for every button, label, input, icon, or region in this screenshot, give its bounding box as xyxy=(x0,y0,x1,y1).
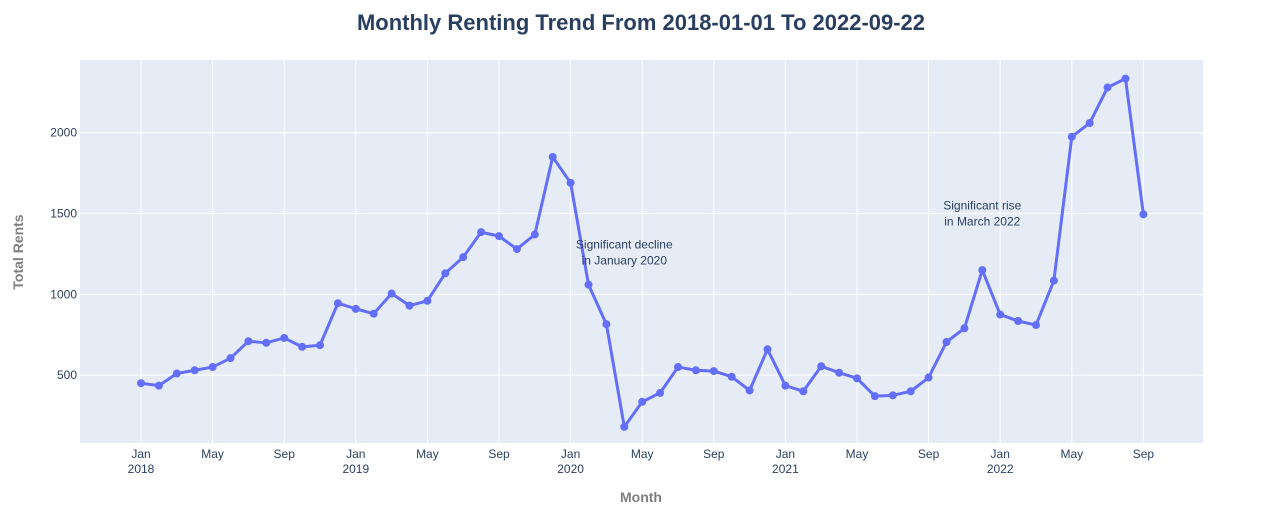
x-tick-year: 2022 xyxy=(987,462,1014,476)
data-point xyxy=(530,230,539,239)
x-tick-label: Jan xyxy=(561,447,580,461)
data-point xyxy=(1103,83,1112,92)
data-point xyxy=(208,363,217,372)
y-axis-title: Total Rents xyxy=(10,214,26,289)
annotation: Significant rise in March 2022 xyxy=(943,199,1021,229)
data-point xyxy=(888,391,897,400)
data-point xyxy=(1032,321,1040,330)
y-tick-labels: 500 1000 1500 2000 xyxy=(50,126,77,382)
data-point xyxy=(154,381,163,390)
data-point xyxy=(298,342,307,351)
data-point xyxy=(566,178,575,187)
data-point xyxy=(924,373,933,382)
series-layer xyxy=(137,74,1148,431)
data-point xyxy=(584,280,593,289)
plot-area xyxy=(80,60,1203,443)
x-tick-label: Sep xyxy=(918,447,940,461)
data-point xyxy=(727,372,736,381)
chart-title: Monthly Renting Trend From 2018-01-01 To… xyxy=(357,10,925,35)
data-point xyxy=(691,366,700,375)
x-tick-label: May xyxy=(201,447,224,461)
x-tick-label: May xyxy=(631,447,654,461)
data-point xyxy=(906,387,915,396)
data-point xyxy=(226,354,235,363)
annotation-line: in January 2020 xyxy=(582,253,668,267)
data-point xyxy=(280,333,289,342)
y-gridlines xyxy=(80,132,1203,376)
data-point xyxy=(405,301,414,310)
data-point xyxy=(512,245,521,254)
data-point xyxy=(1121,74,1130,83)
data-point xyxy=(853,374,861,383)
x-tick-year: 2020 xyxy=(557,462,584,476)
x-tick-year: 2018 xyxy=(128,462,155,476)
y-tick-label: 2000 xyxy=(50,126,77,140)
data-point xyxy=(781,381,790,390)
data-point xyxy=(495,232,503,241)
data-point xyxy=(978,266,987,275)
data-point xyxy=(996,310,1005,319)
data-point xyxy=(548,152,557,161)
x-tick-label: Jan xyxy=(776,447,795,461)
x-tick-label: Jan xyxy=(346,447,365,461)
data-point xyxy=(441,269,450,278)
x-tick-label: Sep xyxy=(274,447,296,461)
y-tick-label: 1500 xyxy=(50,207,77,221)
data-point xyxy=(763,345,772,354)
data-point xyxy=(459,253,468,262)
data-point xyxy=(817,362,826,371)
annotation-line: Significant rise xyxy=(943,199,1021,213)
data-point xyxy=(190,366,199,375)
data-point xyxy=(333,299,342,308)
x-tick-label: May xyxy=(1060,447,1083,461)
data-point xyxy=(709,367,718,376)
data-point xyxy=(620,422,629,431)
x-axis-title: Month xyxy=(620,489,662,505)
data-point xyxy=(244,337,253,346)
x-tick-label: Sep xyxy=(488,447,510,461)
data-point xyxy=(1139,210,1148,219)
data-point xyxy=(369,309,378,318)
data-point xyxy=(423,296,432,305)
data-point xyxy=(638,397,647,406)
data-point xyxy=(1085,119,1094,128)
x-tick-year: 2021 xyxy=(772,462,799,476)
data-point xyxy=(387,289,396,298)
data-point xyxy=(674,363,682,372)
annotation-line: in March 2022 xyxy=(944,215,1020,229)
x-gridlines xyxy=(140,60,1144,443)
data-point xyxy=(942,337,951,346)
annotation-line: Significant decline xyxy=(576,237,673,251)
data-point xyxy=(316,341,324,350)
data-point xyxy=(477,228,486,237)
data-point xyxy=(745,386,754,395)
data-point xyxy=(1067,132,1076,141)
x-tick-year: 2019 xyxy=(342,462,369,476)
x-tick-label: Jan xyxy=(131,447,150,461)
x-tick-label: May xyxy=(846,447,869,461)
x-tick-label: May xyxy=(416,447,439,461)
data-point xyxy=(799,387,808,396)
data-point xyxy=(960,324,969,333)
y-tick-label: 1000 xyxy=(50,287,77,301)
data-point xyxy=(602,320,611,329)
data-point xyxy=(656,388,665,397)
annotation: Significant decline in January 2020 xyxy=(576,237,673,267)
x-tick-label: Sep xyxy=(703,447,725,461)
data-point xyxy=(1049,276,1058,285)
data-point xyxy=(835,368,844,377)
y-tick-label: 500 xyxy=(57,368,77,382)
data-point xyxy=(870,392,879,401)
x-tick-label: Jan xyxy=(991,447,1010,461)
data-point xyxy=(1014,316,1023,325)
data-point xyxy=(351,304,360,313)
data-point xyxy=(172,369,181,378)
data-point xyxy=(262,338,271,347)
x-tick-label: Sep xyxy=(1133,447,1155,461)
data-point xyxy=(137,379,145,388)
